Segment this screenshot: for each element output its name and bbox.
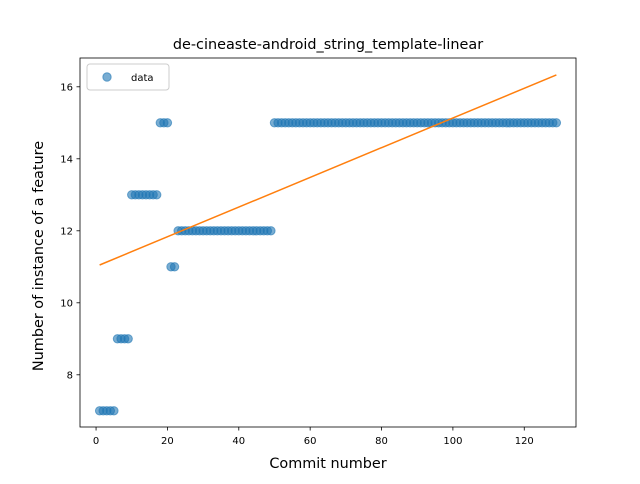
legend-box [86, 63, 170, 91]
plot-area [94, 74, 562, 416]
axes-frame [79, 57, 577, 428]
x-tick-label: 20 [161, 436, 174, 447]
x-tick-label: 120 [515, 436, 534, 447]
y-axis-label: Number of instance of a feature [31, 141, 47, 371]
y-tick-label: 14 [60, 154, 73, 165]
chart-title: de-cineaste-android_string_template-line… [173, 37, 483, 53]
x-axis-label: Commit number [269, 456, 386, 472]
data-point [169, 262, 180, 272]
trend-line [99, 74, 557, 266]
x-tick-label: 40 [232, 436, 245, 447]
legend: data [86, 63, 170, 91]
y-tick-label: 16 [60, 82, 73, 93]
y-tick-label: 12 [60, 226, 73, 237]
legend-label: data [131, 73, 154, 84]
y-tick-label: 10 [60, 298, 73, 309]
data-point [152, 190, 162, 200]
legend-marker [102, 72, 112, 82]
data-point [109, 406, 119, 416]
x-tick-label: 0 [93, 436, 99, 447]
x-tick-label: 100 [443, 436, 462, 447]
y-tick-label: 8 [67, 370, 73, 381]
axes: 0 20 40 60 80 100 120 8 10 12 14 16 [60, 57, 577, 447]
x-tick-label: 80 [375, 436, 388, 447]
data-point [123, 334, 133, 344]
data-point [551, 118, 562, 128]
x-tick-label: 60 [304, 436, 317, 447]
data-point [266, 226, 276, 236]
data-point [162, 118, 173, 128]
